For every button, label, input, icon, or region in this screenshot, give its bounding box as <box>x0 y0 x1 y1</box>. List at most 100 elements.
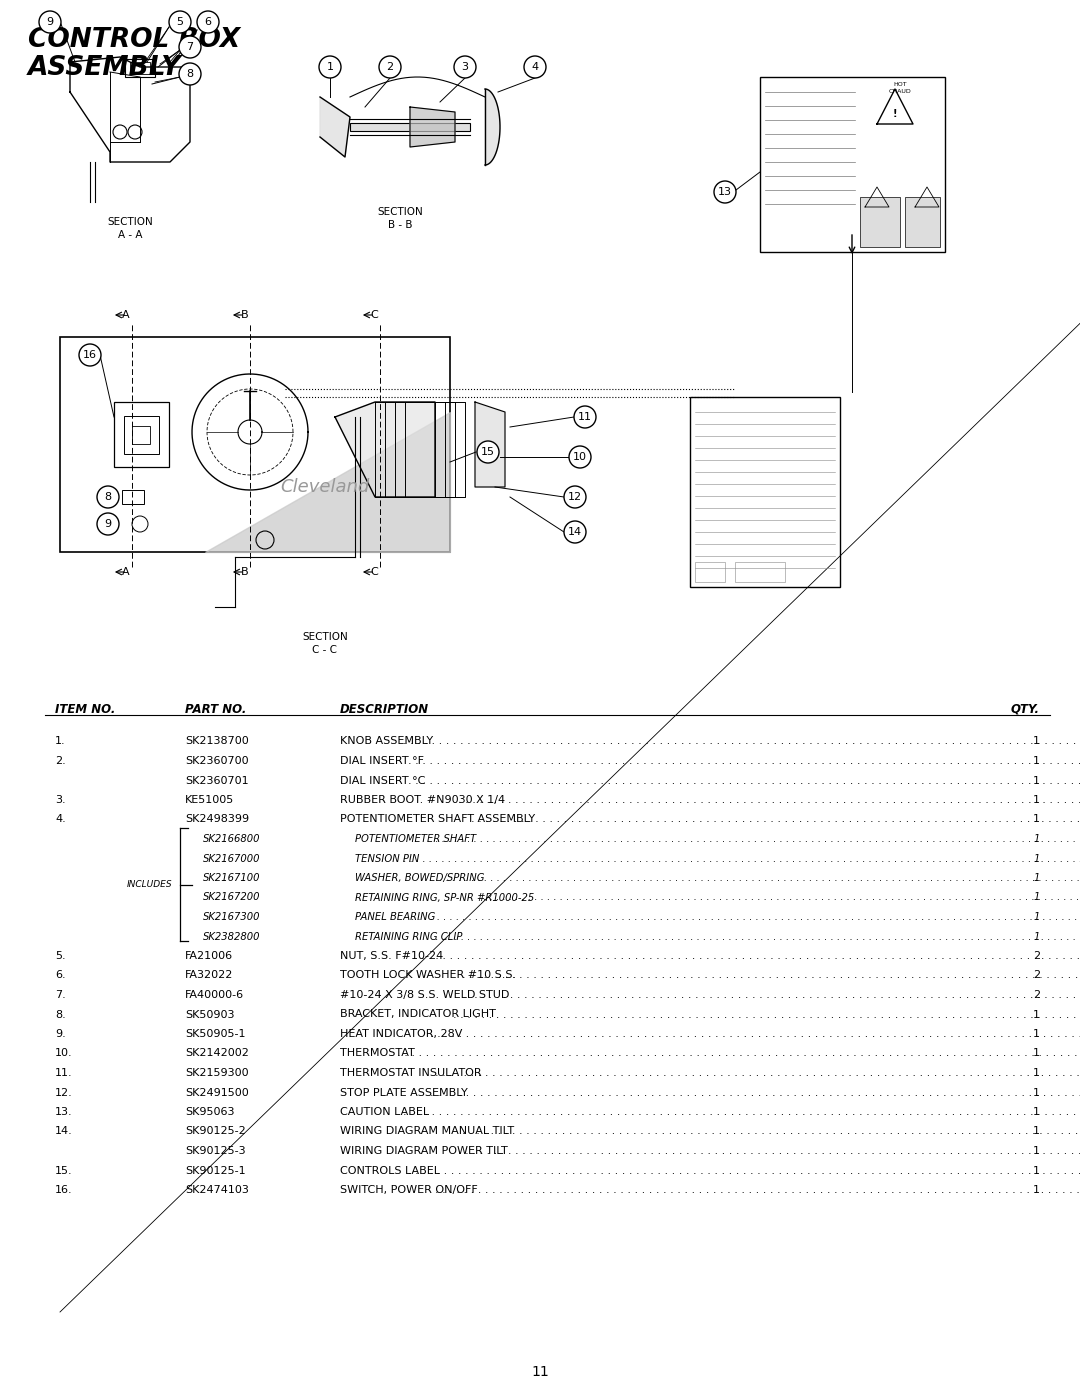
Text: . . . . . . . . . . . . . . . . . . . . . . . . . . . . . . . . . . . . . . . . : . . . . . . . . . . . . . . . . . . . . … <box>403 854 1080 863</box>
Text: B: B <box>241 567 248 577</box>
Text: . . . . . . . . . . . . . . . . . . . . . . . . . . . . . . . . . . . . . . . . : . . . . . . . . . . . . . . . . . . . . … <box>408 775 1080 785</box>
Text: QTY.: QTY. <box>1011 703 1040 717</box>
Text: 9.: 9. <box>55 1030 66 1039</box>
Text: SK90125-1: SK90125-1 <box>185 1165 245 1175</box>
Text: 15: 15 <box>481 447 495 457</box>
Polygon shape <box>485 89 500 165</box>
Bar <box>132 426 150 444</box>
Circle shape <box>564 486 586 509</box>
Text: 1: 1 <box>1032 756 1040 766</box>
Text: . . . . . . . . . . . . . . . . . . . . . . . . . . . . . . . . . . . . . . . . : . . . . . . . . . . . . . . . . . . . . … <box>435 1067 1080 1078</box>
Text: 6.: 6. <box>55 971 66 981</box>
Text: SK2360701: SK2360701 <box>185 775 248 785</box>
Text: KE51005: KE51005 <box>185 795 234 805</box>
Text: #10-24 X 3/8 S.S. WELD STUD: #10-24 X 3/8 S.S. WELD STUD <box>340 990 510 1000</box>
Text: 1: 1 <box>1032 1146 1040 1155</box>
Text: . . . . . . . . . . . . . . . . . . . . . . . . . . . . . . . . . . . . . . . . : . . . . . . . . . . . . . . . . . . . . … <box>462 1126 1080 1137</box>
Text: BRACKET, INDICATOR LIGHT: BRACKET, INDICATOR LIGHT <box>340 1010 496 1020</box>
Text: 8: 8 <box>105 492 111 502</box>
Text: A - A: A - A <box>118 231 143 240</box>
Circle shape <box>179 63 201 85</box>
Polygon shape <box>320 96 350 156</box>
Text: 2.: 2. <box>55 756 66 766</box>
Text: SK2491500: SK2491500 <box>185 1087 248 1098</box>
Text: !: ! <box>893 109 897 119</box>
Text: STOP PLATE ASSEMBLY: STOP PLATE ASSEMBLY <box>340 1087 468 1098</box>
Circle shape <box>569 446 591 468</box>
Text: 1: 1 <box>1032 1185 1040 1194</box>
Bar <box>690 397 840 587</box>
Text: . . . . . . . . . . . . . . . . . . . . . . . . . . . . . . . . . . . . . . . . : . . . . . . . . . . . . . . . . . . . . … <box>408 1165 1080 1175</box>
Text: RETAINING RING CLIP: RETAINING RING CLIP <box>355 932 462 942</box>
Text: RETAINING RING, SP-NR #R1000-25: RETAINING RING, SP-NR #R1000-25 <box>355 893 535 902</box>
Text: 13: 13 <box>718 187 732 197</box>
Text: SK2474103: SK2474103 <box>185 1185 248 1194</box>
Text: CONTROLS LABEL: CONTROLS LABEL <box>340 1165 440 1175</box>
Text: 10.: 10. <box>55 1049 72 1059</box>
Text: 8.: 8. <box>55 1010 66 1020</box>
Text: 2: 2 <box>1032 990 1040 1000</box>
Text: 1: 1 <box>1032 814 1040 824</box>
Text: 13.: 13. <box>55 1106 72 1118</box>
Text: PART NO.: PART NO. <box>185 703 246 717</box>
Text: 1: 1 <box>1032 1126 1040 1137</box>
Text: 11.: 11. <box>55 1067 72 1078</box>
Text: 1: 1 <box>1034 854 1040 863</box>
Text: 1: 1 <box>1032 1030 1040 1039</box>
Text: SK2166800: SK2166800 <box>203 834 260 844</box>
Text: SECTION: SECTION <box>377 207 423 217</box>
Text: WIRING DIAGRAM MANUAL TILT: WIRING DIAGRAM MANUAL TILT <box>340 1126 514 1137</box>
Circle shape <box>524 56 546 78</box>
Text: 16: 16 <box>83 351 97 360</box>
Text: SK2498399: SK2498399 <box>185 814 249 824</box>
Text: ASSEMBLY: ASSEMBLY <box>28 54 181 81</box>
Text: 12: 12 <box>568 492 582 502</box>
Circle shape <box>564 521 586 543</box>
Text: SK2382800: SK2382800 <box>203 932 260 942</box>
Text: 7: 7 <box>187 42 193 52</box>
Text: 1: 1 <box>1034 912 1040 922</box>
Circle shape <box>179 36 201 59</box>
Text: SK2167300: SK2167300 <box>203 912 260 922</box>
Text: DESCRIPTION: DESCRIPTION <box>340 703 429 717</box>
Circle shape <box>714 182 735 203</box>
Text: 10: 10 <box>573 453 588 462</box>
Text: . . . . . . . . . . . . . . . . . . . . . . . . . . . . . . . . . . . . . . . . : . . . . . . . . . . . . . . . . . . . . … <box>403 1106 1080 1118</box>
Text: CONTROL BOX: CONTROL BOX <box>28 27 240 53</box>
Text: 9: 9 <box>46 17 54 27</box>
Text: 7.: 7. <box>55 990 66 1000</box>
Text: TOOTH LOCK WASHER #10 S.S.: TOOTH LOCK WASHER #10 S.S. <box>340 971 516 981</box>
Text: FA21006: FA21006 <box>185 951 233 961</box>
Circle shape <box>454 56 476 78</box>
Circle shape <box>97 486 119 509</box>
Text: 1: 1 <box>1032 775 1040 785</box>
Circle shape <box>168 11 191 34</box>
Text: SK50905-1: SK50905-1 <box>185 1030 245 1039</box>
Circle shape <box>573 407 596 427</box>
Bar <box>124 416 159 454</box>
Text: . . . . . . . . . . . . . . . . . . . . . . . . . . . . . . . . . . . . . . . . : . . . . . . . . . . . . . . . . . . . . … <box>435 1185 1080 1194</box>
Text: B: B <box>241 310 248 320</box>
Text: . . . . . . . . . . . . . . . . . . . . . . . . . . . . . . . . . . . . . . . . : . . . . . . . . . . . . . . . . . . . . … <box>462 971 1080 981</box>
Text: POTENTIOMETER SHAFT ASSEMBLY: POTENTIOMETER SHAFT ASSEMBLY <box>340 814 535 824</box>
Text: HEAT INDICATOR, 28V: HEAT INDICATOR, 28V <box>340 1030 462 1039</box>
Text: 11: 11 <box>578 412 592 422</box>
Text: CAUTION LABEL: CAUTION LABEL <box>340 1106 429 1118</box>
Text: 1: 1 <box>1034 893 1040 902</box>
Bar <box>122 490 144 504</box>
Text: 1.: 1. <box>55 736 66 746</box>
Text: THERMOSTAT: THERMOSTAT <box>340 1049 415 1059</box>
Text: 14: 14 <box>568 527 582 536</box>
Text: 15.: 15. <box>55 1165 72 1175</box>
Text: 4.: 4. <box>55 814 66 824</box>
Text: TENSION PIN: TENSION PIN <box>355 854 419 863</box>
Text: 1: 1 <box>1032 1010 1040 1020</box>
Text: WASHER, BOWED/SPRING: WASHER, BOWED/SPRING <box>355 873 485 883</box>
Text: . . . . . . . . . . . . . . . . . . . . . . . . . . . . . . . . . . . . . . . . : . . . . . . . . . . . . . . . . . . . . … <box>421 951 1080 961</box>
Polygon shape <box>335 402 435 497</box>
Text: SK2159300: SK2159300 <box>185 1067 248 1078</box>
Polygon shape <box>205 412 450 552</box>
Circle shape <box>197 11 219 34</box>
Text: SECTION: SECTION <box>302 631 348 643</box>
Text: 1: 1 <box>1032 736 1040 746</box>
